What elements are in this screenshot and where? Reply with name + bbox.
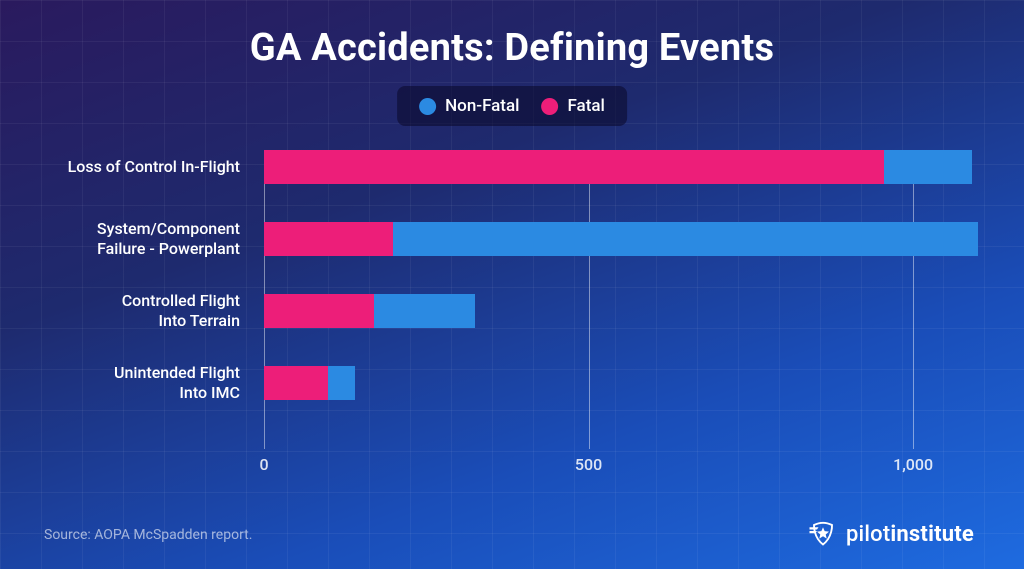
shield-wing-icon bbox=[808, 519, 838, 549]
x-axis: 05001,000 bbox=[264, 449, 978, 479]
category-label: System/ComponentFailure - Powerplant bbox=[54, 222, 254, 256]
legend-label-nonfatal: Non-Fatal bbox=[445, 96, 519, 116]
legend: Non-Fatal Fatal bbox=[397, 86, 627, 126]
bar-row bbox=[264, 222, 978, 256]
plot-region bbox=[264, 150, 978, 449]
bar-segment-non-fatal bbox=[374, 294, 475, 328]
category-label: Controlled FlightInto Terrain bbox=[54, 294, 254, 328]
chart-canvas: GA Accidents: Defining Events Non-Fatal … bbox=[0, 0, 1024, 569]
legend-swatch-nonfatal bbox=[419, 98, 436, 115]
chart-area: 0 500 1,000 Loss of Control In-Flight Syste… bbox=[54, 150, 978, 479]
x-tick-label: 1,000 bbox=[893, 455, 933, 474]
bar-segment-fatal bbox=[264, 366, 328, 400]
legend-swatch-fatal bbox=[541, 98, 558, 115]
bar-segment-non-fatal bbox=[393, 222, 978, 256]
brand-logo: pilotinstitute bbox=[808, 519, 974, 549]
bar-row bbox=[264, 366, 978, 400]
legend-item-fatal: Fatal bbox=[541, 96, 604, 116]
bar-segment-fatal bbox=[264, 222, 393, 256]
legend-item-nonfatal: Non-Fatal bbox=[419, 96, 519, 116]
x-tick-label: 500 bbox=[575, 455, 602, 474]
bar-segment-fatal bbox=[264, 150, 884, 184]
chart-title: GA Accidents: Defining Events bbox=[0, 26, 1024, 70]
x-tick-label: 0 bbox=[259, 455, 268, 474]
bar-row bbox=[264, 294, 978, 328]
source-attribution: Source: AOPA McSpadden report. bbox=[44, 527, 252, 543]
bar-row bbox=[264, 150, 978, 184]
bar-segment-non-fatal bbox=[328, 366, 355, 400]
category-label: Loss of Control In-Flight bbox=[54, 150, 254, 184]
legend-label-fatal: Fatal bbox=[567, 96, 604, 116]
bar-segment-non-fatal bbox=[884, 150, 972, 184]
brand-text: pilotinstitute bbox=[846, 522, 974, 547]
bar-segment-fatal bbox=[264, 294, 374, 328]
category-label: Unintended FlightInto IMC bbox=[54, 366, 254, 400]
